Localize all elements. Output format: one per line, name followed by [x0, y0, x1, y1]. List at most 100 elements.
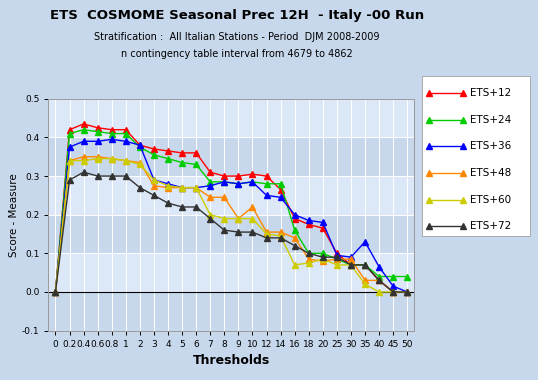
ETS+36	[334, 253, 340, 258]
ETS+72	[390, 290, 397, 294]
ETS+12	[362, 263, 368, 267]
ETS+48	[207, 195, 214, 200]
ETS+36	[66, 145, 73, 149]
ETS+60	[193, 185, 200, 190]
ETS+72	[52, 290, 59, 294]
ETS+24	[376, 274, 383, 279]
ETS+36	[292, 212, 298, 217]
ETS+48	[263, 230, 270, 234]
Text: ETS+72: ETS+72	[470, 221, 511, 231]
ETS+60	[80, 158, 87, 163]
Text: ETS+60: ETS+60	[470, 195, 511, 205]
ETS+60	[249, 216, 256, 221]
ETS+60	[109, 157, 115, 161]
ETS+48	[193, 185, 200, 190]
ETS+60	[123, 158, 129, 163]
ETS+12	[320, 226, 326, 231]
ETS+24	[249, 180, 256, 184]
ETS+12	[390, 290, 397, 294]
Line: ETS+60: ETS+60	[53, 156, 410, 295]
ETS+60	[95, 157, 101, 161]
ETS+60	[334, 263, 340, 267]
ETS+48	[390, 290, 397, 294]
Text: ETS+12: ETS+12	[470, 88, 511, 98]
ETS+72	[362, 263, 368, 267]
ETS+60	[320, 257, 326, 261]
ETS+48	[362, 278, 368, 283]
Bar	[48, 176, 414, 215]
ETS+36	[123, 139, 129, 144]
ETS+36	[278, 195, 284, 200]
ETS+48	[80, 155, 87, 159]
ETS+60	[278, 234, 284, 238]
ETS+12	[207, 170, 214, 174]
ETS+48	[249, 205, 256, 209]
ETS+36	[95, 139, 101, 144]
ETS+72	[292, 243, 298, 248]
ETS+24	[306, 251, 312, 256]
ETS+72	[207, 216, 214, 221]
ETS+36	[235, 182, 242, 186]
ETS+24	[165, 157, 171, 161]
ETS+24	[278, 182, 284, 186]
ETS+12	[235, 174, 242, 178]
ETS+60	[376, 290, 383, 294]
Text: Stratification :  All Italian Stations - Period  DJM 2008-2009: Stratification : All Italian Stations - …	[94, 32, 379, 42]
ETS+12	[165, 149, 171, 153]
ETS+72	[109, 174, 115, 178]
ETS+12	[263, 174, 270, 178]
ETS+72	[278, 236, 284, 240]
ETS+24	[109, 131, 115, 136]
ETS+48	[66, 158, 73, 163]
ETS+12	[123, 127, 129, 132]
ETS+36	[263, 193, 270, 198]
ETS+72	[320, 255, 326, 260]
ETS+48	[109, 157, 115, 161]
ETS+24	[207, 180, 214, 184]
ETS+12	[52, 290, 59, 294]
Bar	[48, 215, 414, 253]
Line: ETS+48: ETS+48	[53, 154, 410, 295]
ETS+36	[306, 218, 312, 223]
Text: n contingency table interval from 4679 to 4862: n contingency table interval from 4679 t…	[121, 49, 352, 59]
ETS+60	[66, 158, 73, 163]
ETS+12	[193, 150, 200, 155]
ETS+36	[179, 185, 185, 190]
ETS+60	[221, 216, 228, 221]
ETS+24	[263, 182, 270, 186]
ETS+24	[390, 274, 397, 279]
ETS+12	[404, 290, 410, 294]
Line: ETS+24: ETS+24	[53, 127, 410, 295]
ETS+24	[320, 251, 326, 256]
Y-axis label: Score - Measure: Score - Measure	[9, 173, 19, 256]
ETS+36	[348, 255, 354, 260]
ETS+48	[278, 230, 284, 234]
ETS+72	[193, 205, 200, 209]
ETS+60	[207, 212, 214, 217]
ETS+36	[376, 264, 383, 269]
ETS+48	[95, 155, 101, 159]
ETS+36	[362, 239, 368, 244]
ETS+60	[306, 261, 312, 265]
ETS+72	[306, 251, 312, 256]
ETS+60	[348, 263, 354, 267]
ETS+60	[151, 178, 157, 182]
ETS+48	[165, 185, 171, 190]
ETS+12	[179, 150, 185, 155]
ETS+48	[52, 290, 59, 294]
ETS+12	[221, 174, 228, 178]
ETS+24	[123, 131, 129, 136]
Bar	[48, 253, 414, 292]
ETS+60	[179, 185, 185, 190]
ETS+12	[334, 251, 340, 256]
ETS+12	[137, 143, 143, 147]
ETS+60	[263, 232, 270, 236]
ETS+60	[292, 263, 298, 267]
ETS+24	[193, 162, 200, 167]
ETS+36	[109, 137, 115, 142]
ETS+24	[66, 131, 73, 136]
ETS+60	[235, 216, 242, 221]
ETS+36	[52, 290, 59, 294]
ETS+24	[137, 145, 143, 149]
ETS+12	[348, 263, 354, 267]
